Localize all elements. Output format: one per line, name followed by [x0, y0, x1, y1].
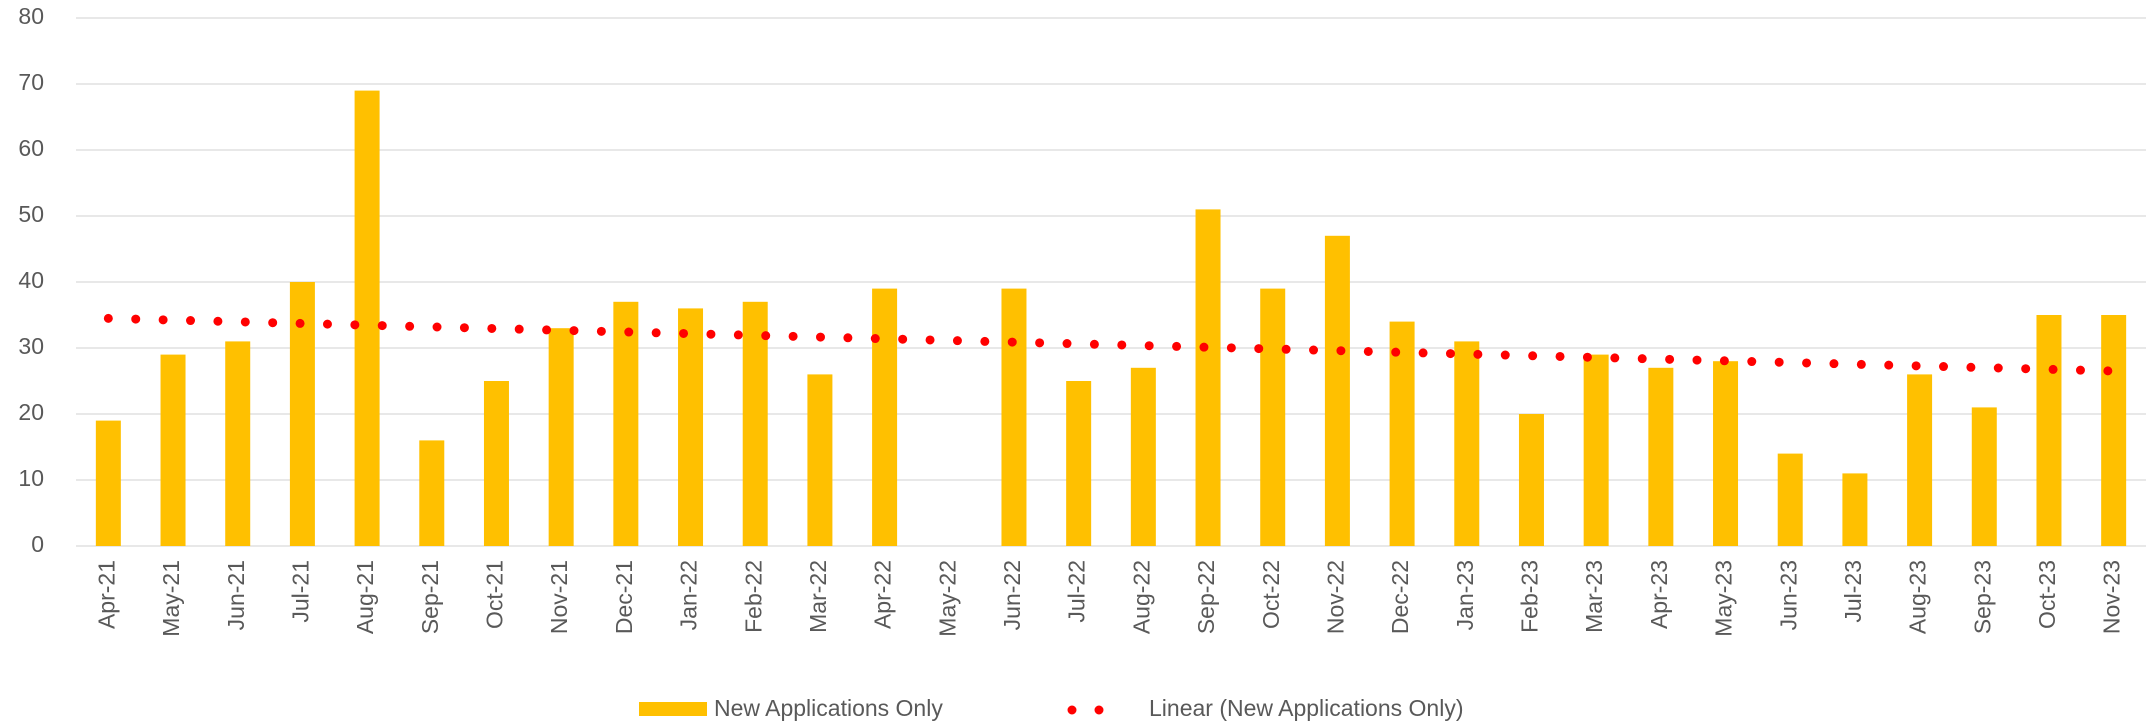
bar	[548, 328, 574, 546]
x-tick-label: Jun-21	[223, 560, 249, 630]
legend-label: Linear (New Applications Only)	[1149, 695, 1463, 721]
x-tick-label: May-23	[1711, 560, 1737, 637]
bar	[1001, 288, 1027, 546]
y-tick-label: 40	[18, 267, 44, 293]
x-tick-label: Jan-22	[676, 560, 702, 630]
y-tick-label: 30	[18, 333, 44, 359]
x-tick-label: Apr-23	[1646, 560, 1672, 629]
x-tick-label: Aug-21	[352, 560, 378, 634]
bar	[1389, 321, 1415, 546]
x-tick-label: Dec-22	[1387, 560, 1413, 634]
bar	[1130, 367, 1156, 546]
x-tick-label: May-22	[934, 560, 960, 637]
x-tick-label: Oct-21	[482, 560, 508, 629]
x-tick-label: Nov-21	[546, 560, 572, 634]
bar	[1971, 407, 1997, 546]
legend-swatch	[639, 702, 707, 716]
bar	[1324, 235, 1350, 547]
x-tick-label: Jun-22	[999, 560, 1025, 630]
bar	[419, 440, 445, 546]
x-tick-label: Aug-22	[1128, 560, 1154, 634]
bar	[1518, 414, 1544, 546]
bar	[678, 308, 704, 546]
bar	[1195, 209, 1221, 546]
x-tick-label: Jan-23	[1452, 560, 1478, 630]
y-tick-label: 70	[18, 69, 44, 95]
x-tick-label: Mar-22	[805, 560, 831, 633]
bar	[1260, 288, 1286, 546]
x-tick-label: Mar-23	[1581, 560, 1607, 633]
x-tick-label: Jul-22	[1064, 560, 1090, 623]
trendline	[103, 313, 2119, 376]
x-tick-label: Jul-21	[287, 560, 313, 623]
x-tick-label: Sep-23	[1969, 560, 1995, 634]
bar	[1777, 453, 1803, 546]
x-tick-label: Feb-22	[740, 560, 766, 633]
x-tick-label: Apr-22	[870, 560, 896, 629]
x-tick-label: Nov-22	[1322, 560, 1348, 634]
bar	[1907, 374, 1933, 546]
bar	[354, 90, 380, 546]
x-tick-label: Aug-23	[1905, 560, 1931, 634]
y-tick-label: 0	[31, 531, 44, 557]
legend-label: New Applications Only	[714, 695, 943, 721]
bar	[872, 288, 898, 546]
bar	[1713, 361, 1739, 546]
bar	[225, 341, 251, 546]
bar	[613, 301, 639, 546]
bar	[1066, 381, 1092, 546]
x-tick-label: Feb-23	[1517, 560, 1543, 633]
x-tick-label: Oct-22	[1258, 560, 1284, 629]
bar	[160, 354, 186, 546]
bar	[483, 381, 509, 546]
bar	[1454, 341, 1480, 546]
y-tick-label: 80	[18, 3, 44, 29]
x-tick-label: Jun-23	[1775, 560, 1801, 630]
x-tick-label: Sep-22	[1193, 560, 1219, 634]
x-tick-label: Dec-21	[611, 560, 637, 634]
x-tick-label: Oct-23	[2034, 560, 2060, 629]
x-tick-label: Sep-21	[417, 560, 443, 634]
y-tick-label: 20	[18, 399, 44, 425]
x-tick-label: Nov-23	[2099, 560, 2125, 634]
bar	[2036, 315, 2062, 546]
y-tick-label: 60	[18, 135, 44, 161]
x-tick-label: Jul-23	[1840, 560, 1866, 623]
bar	[95, 420, 121, 546]
x-tick-label: Apr-21	[93, 560, 119, 629]
y-tick-label: 50	[18, 201, 44, 227]
bar	[807, 374, 833, 546]
y-tick-label: 10	[18, 465, 44, 491]
bar	[1583, 354, 1609, 546]
bar	[2101, 315, 2127, 546]
x-tick-label: May-21	[158, 560, 184, 637]
bar	[1842, 473, 1868, 546]
bar	[1648, 367, 1674, 546]
bar	[742, 301, 768, 546]
